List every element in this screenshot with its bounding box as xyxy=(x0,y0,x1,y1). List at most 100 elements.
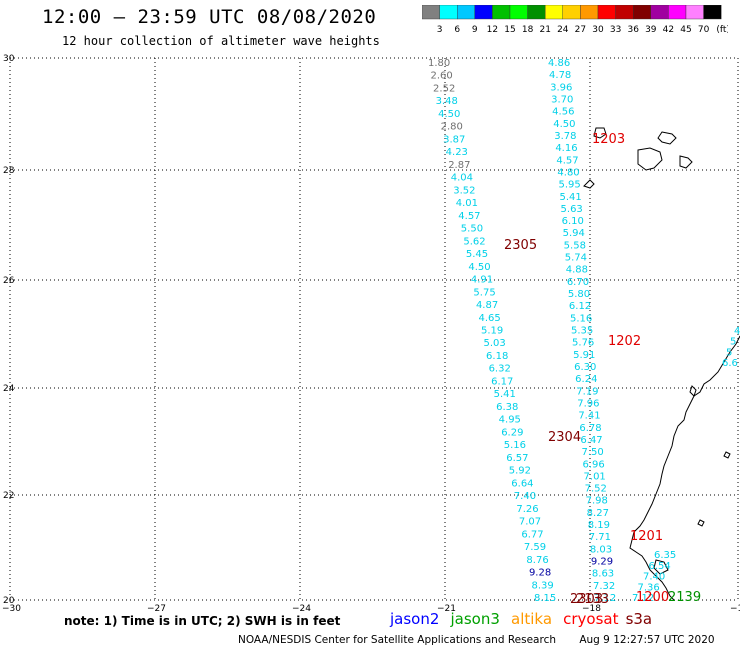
colorbar-swatch xyxy=(703,5,722,20)
swh-value-east: 7.36 xyxy=(638,582,660,593)
colorbar-tick-label: 39 xyxy=(645,25,657,35)
swh-value-left: 5.75 xyxy=(473,287,495,298)
swh-value-left: 4.95 xyxy=(499,415,521,426)
colorbar-tick-label: 18 xyxy=(522,25,534,35)
island-capeverde-1 xyxy=(697,519,705,527)
swh-value-right: 5.16 xyxy=(570,313,592,324)
footer-timestamp: Aug 9 12:27:57 UTC 2020 xyxy=(579,634,715,646)
colorbar-tick-label: 24 xyxy=(557,25,569,35)
colorbar-tick-label: 42 xyxy=(663,25,674,35)
swh-value-left: 2.52 xyxy=(433,83,455,94)
lat-tick-label: 26 xyxy=(3,276,15,286)
swh-value-left: 7.59 xyxy=(524,542,546,553)
swh-value-left: 7.26 xyxy=(516,504,538,515)
altimeter-tracks: 1.80 2.602.52 3.48 4.50 2.803.87 4.23 2.87 4.04… xyxy=(428,58,740,607)
swh-value-right: 7.96 xyxy=(577,398,599,409)
colorbar-tick-label: 27 xyxy=(575,25,586,35)
swh-value-left: 5.50 xyxy=(461,224,483,235)
swh-value-left: 5.62 xyxy=(463,236,485,247)
map-grid xyxy=(9,57,739,601)
lon-tick-label: −18 xyxy=(582,604,601,614)
swh-value-right: 6.70 xyxy=(567,277,589,288)
swh-value-left: 8.76 xyxy=(526,555,548,566)
swh-value-left: 3.48 xyxy=(436,96,458,107)
map-subtitle: 12 hour collection of altimeter wave hei… xyxy=(62,34,380,48)
swh-value-left: 6.64 xyxy=(511,478,533,489)
island-lapalma xyxy=(583,179,595,189)
colorbar-tick-label: 6 xyxy=(454,25,460,35)
swh-value-far-east: 5 xyxy=(726,347,732,358)
swh-value-left: 7.07 xyxy=(519,517,541,528)
island-tenerife xyxy=(637,147,663,171)
swh-value-right: 7.71 xyxy=(589,532,611,543)
swh-value-right: 7.50 xyxy=(581,447,603,458)
swh-value-right: 4.86 xyxy=(548,58,570,69)
coastline xyxy=(583,127,740,601)
mission-jason2: jason2 xyxy=(390,610,440,628)
swh-value-right: 3.70 xyxy=(551,94,573,105)
swh-value-left: 2.87 xyxy=(448,160,470,171)
swh-value-left: 4.91 xyxy=(471,275,493,286)
colorbar-tick-label: 70 xyxy=(698,25,710,35)
track-time-2139: 2139 xyxy=(668,590,701,605)
lon-tick-label: −21 xyxy=(437,604,456,614)
axis-labels: 30 28 26 24 22 20−30 −27 −24 −21 −18 −15 xyxy=(2,54,740,614)
swh-value-left: 6.32 xyxy=(489,364,511,375)
footer: NOAA/NESDIS Center for Satellite Applica… xyxy=(238,634,715,646)
swh-value-left: 5.16 xyxy=(504,440,526,451)
swh-value-right: 6.12 xyxy=(569,301,591,312)
track-time-1200: 1200 xyxy=(636,590,669,605)
swh-value-left: 8.39 xyxy=(531,580,553,591)
swh-value-right: 7.12 xyxy=(594,593,616,604)
swh-value-left: 3.87 xyxy=(443,134,465,145)
swh-value-right: 7.41 xyxy=(578,411,600,422)
track-time-2133: 2133 xyxy=(576,592,609,607)
colorbar-unit: (ft) xyxy=(716,25,728,35)
swh-value-right: 7.01 xyxy=(584,471,606,482)
swh-value-left: 6.57 xyxy=(506,453,528,464)
island-capeverde-2 xyxy=(723,451,731,459)
swh-value-right: 4.78 xyxy=(549,70,571,81)
lat-tick-label: 20 xyxy=(3,596,15,606)
swh-value-left: 4.50 xyxy=(438,109,460,120)
swh-value-left: 5.45 xyxy=(466,249,488,260)
lon-tick-label: −27 xyxy=(147,604,166,614)
mission-jason3: jason3 xyxy=(450,610,500,628)
island-lanzarote xyxy=(657,131,677,145)
track-time-2304: 2304 xyxy=(548,430,581,445)
swh-value-right: 4.50 xyxy=(553,119,575,130)
swh-value-right: 5.58 xyxy=(564,240,586,251)
map-title: 12:00 – 23:59 UTC 08/08/2020 xyxy=(42,6,377,28)
swh-value-far-east: 6.6 xyxy=(722,358,738,369)
colorbar-tick-label: 33 xyxy=(610,25,621,35)
mission-legend: jason2 jason3 altika cryosat s3a xyxy=(390,609,652,628)
swh-value-left: 6.29 xyxy=(501,427,523,438)
island-gran-canaria xyxy=(593,127,607,139)
track-time-1201: 1201 xyxy=(630,529,663,544)
swh-value-east: 7.40 xyxy=(643,572,665,583)
swh-value-right: 4.88 xyxy=(566,265,588,276)
swh-value-right: 5.95 xyxy=(558,180,580,191)
swh-value-right: 7.32 xyxy=(593,581,615,592)
swh-value-left: 6.17 xyxy=(491,376,513,387)
swh-value-left: 8.15 xyxy=(534,593,556,604)
swh-value-right: 6.24 xyxy=(575,374,597,385)
swh-value-right: 3.78 xyxy=(554,131,576,142)
swh-value-left: 4.87 xyxy=(476,300,498,311)
swh-value-right: 8.27 xyxy=(587,508,609,519)
swh-value-right: 6.78 xyxy=(579,423,601,434)
swh-value-right: 5.35 xyxy=(571,326,593,337)
colorbar-tick-label: 21 xyxy=(539,25,550,35)
lat-tick-label: 28 xyxy=(3,166,15,176)
swh-value-right: 5.74 xyxy=(565,253,587,264)
colorbar-tick-label: 9 xyxy=(472,25,478,35)
swh-value-right: 4.56 xyxy=(552,107,574,118)
swh-value-left: 4.57 xyxy=(458,211,480,222)
swh-value-right: 3.96 xyxy=(550,82,572,93)
swh-value-left: 4.01 xyxy=(456,198,478,209)
swh-value-right: 7.98 xyxy=(586,496,608,507)
lon-tick-label: −30 xyxy=(2,604,21,614)
swh-value-right: 5.80 xyxy=(568,289,590,300)
lon-tick-label: −15 xyxy=(730,604,740,614)
